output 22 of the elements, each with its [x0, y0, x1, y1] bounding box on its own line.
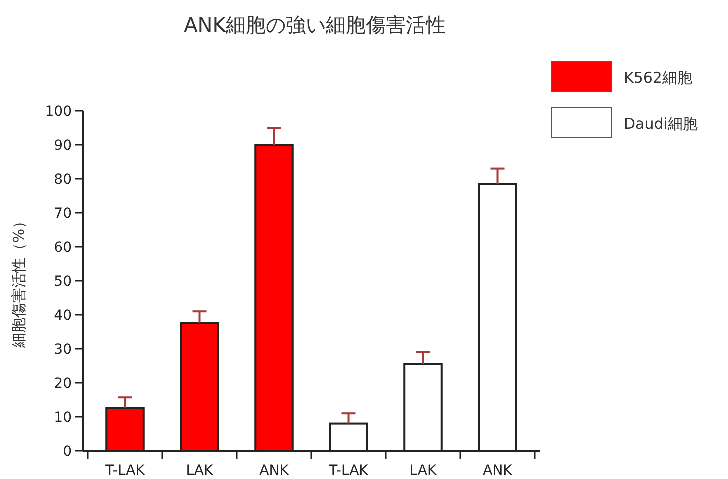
- title: ANK細胞の強い細胞傷害活性: [184, 13, 446, 37]
- legend-label: K562細胞: [624, 69, 692, 87]
- y-tick-label: 40: [54, 308, 72, 324]
- legend-item: Daudi細胞: [552, 108, 698, 138]
- ylabel: 細胞傷害活性（%）: [10, 214, 28, 348]
- y-tick-label: 80: [54, 172, 72, 188]
- y-tick-label: 60: [54, 240, 72, 256]
- x-tick-label: ANK: [260, 463, 290, 479]
- x-tick-label: ANK: [483, 463, 514, 479]
- y-tick-label: 20: [54, 376, 72, 392]
- y-tick-label: 50: [54, 274, 72, 290]
- y-tick-label: 0: [63, 444, 72, 460]
- y-tick-label: 100: [45, 104, 72, 120]
- x-tick-label: LAK: [186, 463, 214, 479]
- y-tick-label: 90: [54, 138, 72, 154]
- legend-item: K562細胞: [552, 62, 692, 92]
- x-tick-label: T-LAK: [104, 463, 146, 479]
- y-tick-label: 30: [54, 342, 72, 358]
- x-tick-label: T-LAK: [328, 463, 370, 479]
- x-tick-label: LAK: [410, 463, 438, 479]
- y-tick-label: 10: [54, 410, 72, 426]
- y-tick-label: 70: [54, 206, 72, 222]
